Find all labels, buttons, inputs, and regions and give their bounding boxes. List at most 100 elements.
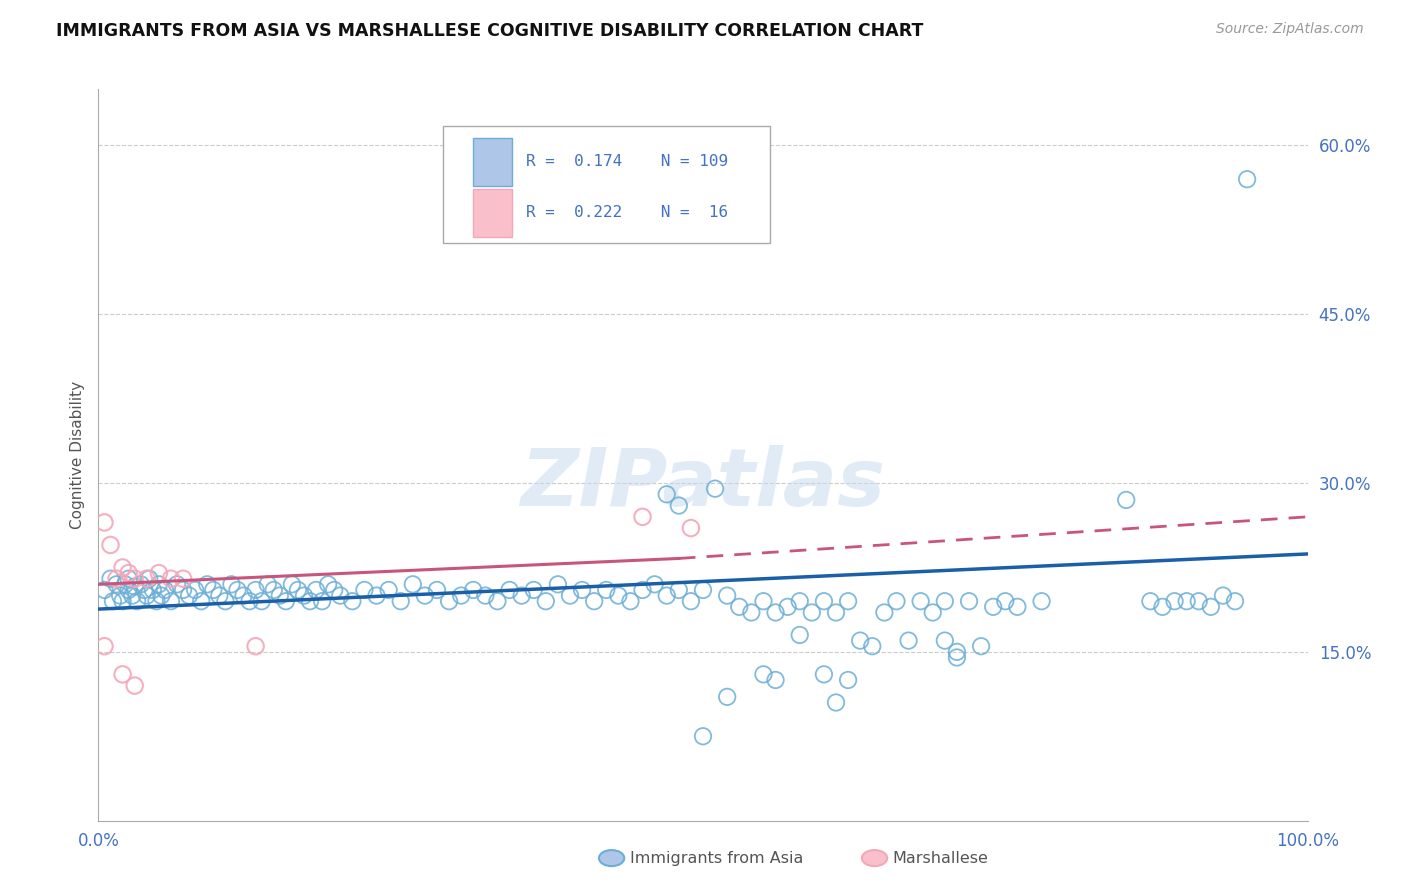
Point bbox=[873, 606, 896, 620]
Point bbox=[837, 594, 859, 608]
Point bbox=[631, 582, 654, 597]
Point bbox=[195, 577, 218, 591]
Point bbox=[825, 606, 848, 620]
Point bbox=[305, 582, 328, 597]
Point bbox=[765, 673, 787, 687]
Text: ZIPatlas: ZIPatlas bbox=[520, 445, 886, 524]
Point bbox=[138, 572, 160, 586]
Point bbox=[281, 577, 304, 591]
Point bbox=[668, 499, 690, 513]
Point bbox=[583, 594, 606, 608]
Point bbox=[221, 577, 243, 591]
Point bbox=[389, 594, 412, 608]
Point bbox=[644, 577, 666, 591]
Point bbox=[957, 594, 980, 608]
Point bbox=[728, 599, 751, 614]
Point bbox=[127, 594, 149, 608]
Point bbox=[752, 594, 775, 608]
Point bbox=[571, 582, 593, 597]
Point bbox=[256, 577, 278, 591]
Point bbox=[148, 577, 170, 591]
Point bbox=[789, 594, 811, 608]
Point bbox=[190, 594, 212, 608]
Point bbox=[142, 582, 165, 597]
Point bbox=[897, 633, 920, 648]
Point bbox=[450, 589, 472, 603]
Text: Immigrants from Asia: Immigrants from Asia bbox=[630, 851, 803, 865]
Point bbox=[752, 667, 775, 681]
Point bbox=[1212, 589, 1234, 603]
Point bbox=[93, 516, 115, 530]
Point bbox=[486, 594, 509, 608]
Point bbox=[245, 582, 267, 597]
Point bbox=[111, 560, 134, 574]
Point bbox=[800, 606, 823, 620]
Point bbox=[776, 599, 799, 614]
Point bbox=[93, 639, 115, 653]
Point bbox=[860, 639, 883, 653]
Point bbox=[1175, 594, 1198, 608]
Point bbox=[921, 606, 943, 620]
Point bbox=[160, 572, 183, 586]
Point bbox=[970, 639, 993, 653]
Point bbox=[114, 577, 136, 591]
Point bbox=[124, 679, 146, 693]
Point bbox=[274, 594, 297, 608]
Point bbox=[813, 594, 835, 608]
Point bbox=[353, 582, 375, 597]
Point bbox=[239, 594, 262, 608]
Point bbox=[366, 589, 388, 603]
Point bbox=[311, 594, 333, 608]
Point bbox=[1236, 172, 1258, 186]
Point bbox=[437, 594, 460, 608]
Point bbox=[111, 667, 134, 681]
Point bbox=[981, 599, 1004, 614]
Text: Marshallese: Marshallese bbox=[893, 851, 988, 865]
Point bbox=[214, 594, 236, 608]
Point bbox=[1031, 594, 1053, 608]
Point bbox=[250, 594, 273, 608]
Point bbox=[172, 582, 194, 597]
Point bbox=[704, 482, 727, 496]
Point bbox=[426, 582, 449, 597]
Point bbox=[692, 729, 714, 743]
Point bbox=[377, 582, 399, 597]
Point bbox=[498, 582, 520, 597]
Point bbox=[463, 582, 485, 597]
Point bbox=[129, 577, 152, 591]
Point bbox=[679, 594, 702, 608]
Point bbox=[534, 594, 557, 608]
Point bbox=[160, 594, 183, 608]
Point bbox=[1139, 594, 1161, 608]
Point bbox=[523, 582, 546, 597]
Point bbox=[135, 589, 157, 603]
Point bbox=[111, 594, 134, 608]
Point bbox=[145, 594, 167, 608]
Point bbox=[1152, 599, 1174, 614]
Point bbox=[263, 582, 285, 597]
Point bbox=[329, 589, 352, 603]
Point bbox=[1007, 599, 1029, 614]
FancyBboxPatch shape bbox=[474, 138, 512, 186]
Point bbox=[148, 566, 170, 580]
Point bbox=[474, 589, 496, 603]
Point bbox=[202, 582, 225, 597]
Point bbox=[946, 650, 969, 665]
Point bbox=[172, 572, 194, 586]
Point bbox=[1223, 594, 1246, 608]
Point bbox=[316, 577, 339, 591]
Point bbox=[118, 572, 141, 586]
Point bbox=[93, 582, 115, 597]
Point bbox=[323, 582, 346, 597]
Point bbox=[813, 667, 835, 681]
Point bbox=[402, 577, 425, 591]
Point bbox=[177, 589, 201, 603]
Point bbox=[100, 572, 122, 586]
Point bbox=[631, 509, 654, 524]
Point bbox=[837, 673, 859, 687]
Point bbox=[1188, 594, 1211, 608]
Point bbox=[184, 582, 207, 597]
Text: Source: ZipAtlas.com: Source: ZipAtlas.com bbox=[1216, 22, 1364, 37]
Point bbox=[765, 606, 787, 620]
Point bbox=[1199, 599, 1222, 614]
